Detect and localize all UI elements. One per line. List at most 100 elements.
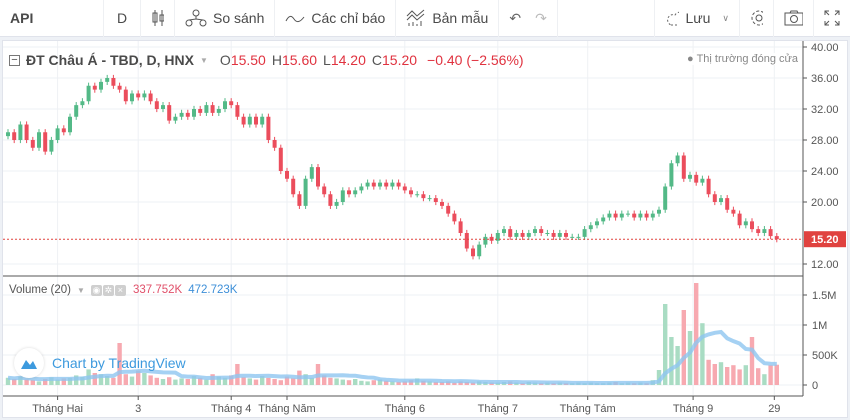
interval-button[interactable]: D xyxy=(104,0,141,37)
candle-body xyxy=(340,190,345,202)
time-tick-label: Tháng Tám xyxy=(560,403,616,415)
candle-body xyxy=(539,229,544,233)
volume-bar xyxy=(421,380,426,385)
candle-body xyxy=(316,167,320,187)
indicators-icon xyxy=(285,15,305,23)
candle-body xyxy=(204,105,209,113)
candle-body xyxy=(247,116,252,125)
volume-bar xyxy=(694,283,699,385)
volume-bar xyxy=(284,376,290,385)
volume-bar xyxy=(266,377,271,385)
volume-bar xyxy=(322,375,327,385)
candle-body xyxy=(353,190,358,195)
price-tick-label: 40.00 xyxy=(811,42,839,54)
candle-body xyxy=(446,205,451,214)
candle-body xyxy=(669,163,674,187)
candle-body xyxy=(86,85,91,102)
compare-button[interactable]: So sánh xyxy=(175,0,276,37)
candle-body xyxy=(576,236,581,238)
candle-body xyxy=(18,124,23,140)
toolbar-spacer xyxy=(558,0,655,37)
templates-icon xyxy=(406,9,425,26)
change-value: −0.40 (−2.56%) xyxy=(427,52,524,68)
volume-bar xyxy=(204,379,209,385)
price-tick-label: 20.00 xyxy=(811,197,839,209)
candle-body xyxy=(415,194,420,196)
candles-icon xyxy=(152,10,164,26)
volume-bar xyxy=(309,377,314,385)
symbol-title[interactable]: ĐT Châu Á - TBD, D, HNX xyxy=(26,52,194,68)
candle-body xyxy=(185,112,190,117)
volume-bar xyxy=(377,379,383,385)
candle-body xyxy=(570,236,575,238)
settings-button[interactable] xyxy=(740,0,774,37)
volume-bar xyxy=(117,343,122,385)
tradingview-watermark[interactable]: Chart by TradingView xyxy=(14,348,186,378)
compare-label: So sánh xyxy=(213,10,265,26)
candle-body xyxy=(688,174,692,179)
close-label: C xyxy=(371,52,382,68)
volume-bar xyxy=(105,376,110,385)
volume-bar xyxy=(427,381,432,385)
candle-body xyxy=(216,109,221,113)
volume-title[interactable]: Volume (20) xyxy=(9,284,72,296)
save-button[interactable]: Lưu ∨ xyxy=(655,0,740,37)
low-value: 14.20 xyxy=(330,52,366,68)
candle-body xyxy=(117,85,122,90)
volume-dropdown-icon[interactable]: ▼ xyxy=(77,285,85,295)
candle-body xyxy=(694,174,699,183)
close-icon[interactable]: × xyxy=(114,285,126,296)
price-tick-label: 36.00 xyxy=(811,73,839,85)
undo-icon[interactable]: ↶ xyxy=(509,9,522,26)
candle-body xyxy=(111,78,116,86)
volume-bar xyxy=(24,379,29,385)
redo-icon[interactable]: ↷ xyxy=(535,9,547,26)
high-value: 15.60 xyxy=(281,52,318,68)
volume-tick-label: 1.5M xyxy=(812,290,836,302)
volume-bar xyxy=(5,377,11,385)
volume-bar xyxy=(49,377,54,385)
volume-bar xyxy=(470,382,476,385)
candle-body xyxy=(557,233,562,237)
candle-body xyxy=(55,128,60,140)
collapse-icon[interactable]: − xyxy=(9,54,20,66)
candle-body xyxy=(92,85,97,90)
price-tick-label: 12.00 xyxy=(811,259,839,271)
volume-bar xyxy=(303,374,308,385)
candle-body xyxy=(328,194,333,206)
candle-body xyxy=(700,178,705,183)
indicators-button[interactable]: Các chỉ báo xyxy=(275,0,397,37)
volume-bar xyxy=(725,367,730,385)
candle-body xyxy=(452,213,457,222)
symbol-search-button[interactable]: API xyxy=(0,0,104,37)
eye-icon[interactable]: ◉ xyxy=(90,285,102,296)
volume-bar xyxy=(346,380,352,385)
candle-body xyxy=(409,190,413,195)
snapshot-button[interactable] xyxy=(774,0,814,37)
volume-bar xyxy=(43,379,48,385)
candle-body xyxy=(365,182,370,187)
volume-bar xyxy=(241,377,246,385)
gear-icon xyxy=(751,10,763,26)
volume-bar xyxy=(179,378,184,385)
candle-body xyxy=(502,229,506,233)
candle-body xyxy=(291,178,296,195)
volume-bar xyxy=(371,380,376,385)
time-tick-label: 3 xyxy=(135,403,141,415)
volume-bar xyxy=(18,376,23,385)
settings-icon[interactable]: ✲ xyxy=(102,285,114,296)
volume-bar xyxy=(80,376,85,385)
templates-button[interactable]: Bản mẫu xyxy=(396,0,500,37)
candle-body xyxy=(30,140,35,148)
volume-bar xyxy=(749,337,755,385)
legend-dropdown-icon[interactable]: ▼ xyxy=(200,55,208,65)
candle-body xyxy=(681,155,686,179)
volume-bar xyxy=(328,377,333,385)
candle-body xyxy=(297,194,302,206)
candle-body xyxy=(533,229,537,233)
chart-style-button[interactable] xyxy=(141,0,175,37)
candle-body xyxy=(210,105,215,113)
fullscreen-button[interactable] xyxy=(814,0,850,37)
candle-body xyxy=(582,229,587,237)
